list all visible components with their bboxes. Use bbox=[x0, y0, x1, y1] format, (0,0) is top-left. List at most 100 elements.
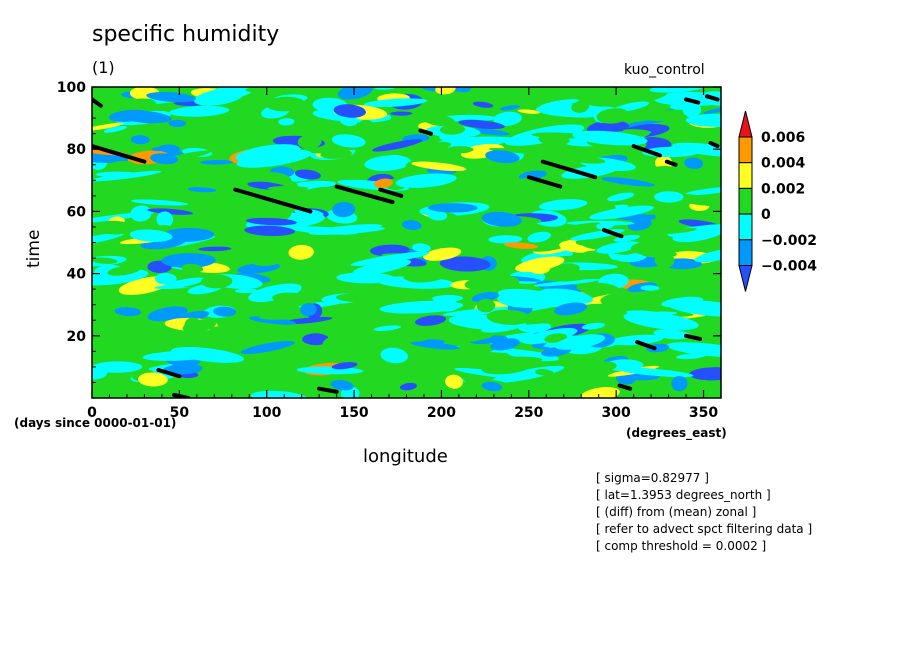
run-name: kuo_control bbox=[624, 62, 705, 78]
field-blob bbox=[684, 157, 704, 169]
field-blob bbox=[340, 232, 395, 245]
note-line: [ sigma=0.82977 ] bbox=[596, 471, 709, 485]
field-blob bbox=[615, 367, 694, 378]
field-blob bbox=[241, 373, 284, 390]
field-blob bbox=[114, 307, 142, 317]
colorbar-label: 0.004 bbox=[761, 156, 806, 172]
field-blob bbox=[689, 367, 721, 381]
field-blob bbox=[352, 259, 411, 276]
field-blob bbox=[384, 376, 437, 389]
field-layer bbox=[92, 87, 721, 398]
field-blob bbox=[445, 374, 463, 389]
field-blob bbox=[654, 191, 684, 203]
colorbar-label: 0.006 bbox=[761, 130, 805, 146]
field-blob bbox=[168, 119, 187, 128]
field-blob bbox=[672, 226, 721, 243]
x-tick-label: 250 bbox=[514, 405, 543, 421]
field-blob bbox=[654, 252, 675, 269]
threshold-segment bbox=[334, 184, 395, 205]
field-blob bbox=[236, 149, 312, 168]
field-blob bbox=[473, 136, 535, 144]
threshold-segment bbox=[684, 97, 701, 105]
field-blob bbox=[336, 272, 395, 284]
field-blob bbox=[533, 278, 600, 287]
field-blob bbox=[553, 302, 588, 316]
field-blob bbox=[200, 159, 234, 165]
field-blob bbox=[502, 177, 542, 191]
field-blob bbox=[417, 143, 450, 156]
field-blob bbox=[364, 155, 412, 171]
threshold-segment bbox=[708, 140, 720, 149]
field-blob bbox=[549, 263, 580, 276]
x-tick-label: 100 bbox=[252, 405, 281, 421]
field-blob bbox=[203, 211, 242, 218]
field-blob bbox=[377, 201, 416, 213]
field-blob bbox=[395, 173, 457, 188]
field-blob bbox=[439, 256, 491, 272]
field-blob bbox=[596, 108, 630, 124]
field-blob bbox=[373, 178, 393, 189]
chart-title: specific humidity bbox=[92, 22, 280, 47]
field-blob bbox=[464, 274, 520, 292]
field-blob bbox=[469, 87, 494, 98]
field-blob bbox=[485, 170, 508, 178]
threshold-segment bbox=[601, 228, 624, 239]
field-blob bbox=[209, 326, 231, 336]
colorbar-label: −0.002 bbox=[761, 233, 817, 249]
field-blob bbox=[138, 372, 168, 387]
field-blob bbox=[414, 315, 447, 326]
field-blob bbox=[188, 215, 217, 225]
field-blob bbox=[379, 300, 464, 314]
field-blob bbox=[162, 277, 205, 289]
field-blob bbox=[322, 335, 353, 351]
field-blob bbox=[92, 361, 143, 373]
field-blob bbox=[472, 101, 494, 108]
field-blob bbox=[245, 217, 297, 226]
field-blob bbox=[500, 105, 520, 111]
field-blob bbox=[454, 342, 497, 355]
note-line: [ comp threshold = 0.0002 ] bbox=[596, 539, 767, 553]
field-blob bbox=[471, 292, 499, 302]
field-blob bbox=[240, 341, 295, 354]
field-blob bbox=[506, 87, 542, 96]
field-blob bbox=[490, 338, 520, 351]
threshold-segment bbox=[233, 187, 313, 214]
x-tick-label: 0 bbox=[87, 405, 97, 421]
field-blob bbox=[428, 203, 478, 213]
field-blob bbox=[572, 130, 648, 146]
threshold-segment bbox=[156, 368, 182, 379]
threshold-segment bbox=[631, 144, 662, 158]
x-axis-label: longitude bbox=[363, 446, 448, 467]
field-blob bbox=[444, 146, 474, 154]
x-tick-label: 350 bbox=[689, 405, 718, 421]
x-tick-label: 150 bbox=[339, 405, 368, 421]
field-blob bbox=[694, 248, 721, 263]
field-blob bbox=[531, 265, 550, 275]
field-blob bbox=[641, 171, 661, 185]
colorbar-swatch bbox=[738, 187, 753, 215]
field-blob bbox=[481, 360, 533, 375]
field-blob bbox=[488, 235, 523, 244]
threshold-segment bbox=[418, 128, 433, 136]
field-blob bbox=[295, 186, 342, 202]
field-blob bbox=[92, 122, 124, 131]
field-blob bbox=[163, 363, 203, 375]
field-blob bbox=[600, 292, 642, 307]
axes: 0 50 100 150 200 250 300 350 20 40 60 80 100 bbox=[57, 80, 721, 421]
field-blob bbox=[147, 306, 188, 322]
field-blob bbox=[250, 390, 307, 398]
threshold-segment bbox=[378, 187, 404, 198]
field-blob bbox=[198, 246, 232, 252]
threshold-segment bbox=[540, 159, 598, 180]
field-blob bbox=[517, 109, 541, 114]
field-blob bbox=[509, 225, 546, 231]
field-blob bbox=[613, 234, 640, 242]
field-blob bbox=[103, 125, 127, 133]
field-blob bbox=[539, 99, 579, 108]
field-blob bbox=[670, 204, 696, 216]
field-blob bbox=[212, 239, 263, 249]
field-blob bbox=[92, 257, 118, 264]
field-blob bbox=[481, 381, 503, 392]
field-blob bbox=[399, 382, 417, 391]
field-blob bbox=[234, 288, 259, 294]
